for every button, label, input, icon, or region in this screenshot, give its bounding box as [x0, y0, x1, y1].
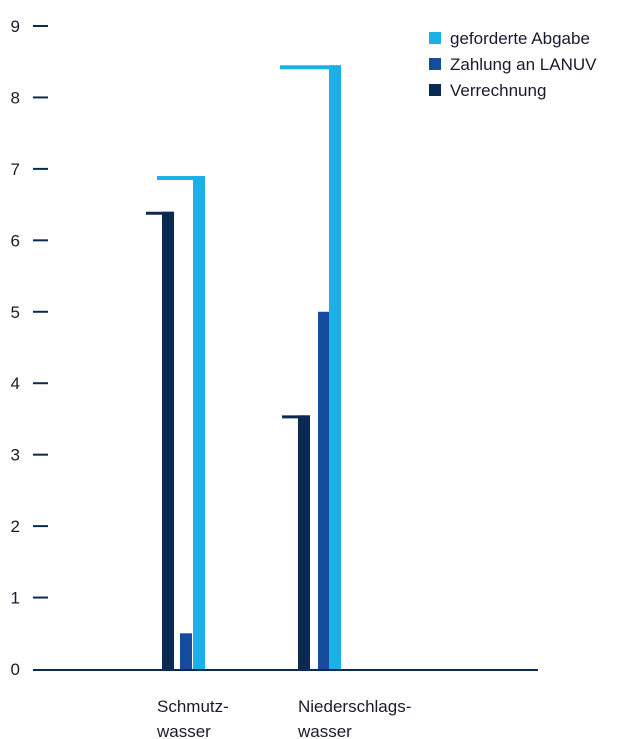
- bar-zahlung-an-lanuv: [180, 633, 192, 669]
- x-category-label: wasser: [297, 722, 352, 739]
- bar-verrechnung: [298, 415, 310, 669]
- y-tick-label: 8: [11, 88, 20, 107]
- bar-cap-verrechnung: [146, 211, 174, 215]
- y-tick-label: 5: [11, 303, 20, 322]
- legend-swatch: [429, 84, 441, 96]
- y-axis: 0 1 2 3 4 5 6 7 8 9: [11, 17, 48, 679]
- x-axis-labels: Schmutz-wasser Niederschlags-wasser: [156, 697, 411, 739]
- bar-cap-geforderte-abgabe: [280, 65, 341, 70]
- x-category-label: Niederschlags-: [298, 697, 411, 716]
- bars: [162, 65, 341, 670]
- bar-cap-verrechnung: [282, 415, 310, 419]
- legend: geforderte Abgabe Zahlung an LANUV Verrech…: [429, 29, 597, 100]
- y-tick-label: 1: [11, 589, 20, 608]
- bar-cap-geforderte-abgabe: [157, 176, 205, 181]
- y-tick-label: 2: [11, 517, 20, 536]
- x-category-label: Schmutz-: [157, 697, 229, 716]
- y-tick-label: 4: [11, 374, 20, 393]
- bar-geforderte-abgabe: [193, 176, 205, 670]
- legend-swatch: [429, 58, 441, 70]
- y-tick-label: 9: [11, 17, 20, 36]
- legend-label: Zahlung an LANUV: [450, 55, 597, 74]
- legend-label: geforderte Abgabe: [450, 29, 590, 48]
- y-tick-label: 6: [11, 231, 20, 250]
- bar-geforderte-abgabe: [329, 65, 341, 670]
- legend-label: Verrechnung: [450, 81, 546, 100]
- bar-verrechnung: [162, 211, 174, 669]
- bar-zahlung-an-lanuv: [318, 311, 330, 669]
- y-tick-label: 7: [11, 160, 20, 179]
- bar-caps: [146, 65, 341, 419]
- x-category-label: wasser: [156, 722, 211, 739]
- y-tick-label: 0: [11, 660, 20, 679]
- legend-swatch: [429, 32, 441, 44]
- y-tick-label: 3: [11, 446, 20, 465]
